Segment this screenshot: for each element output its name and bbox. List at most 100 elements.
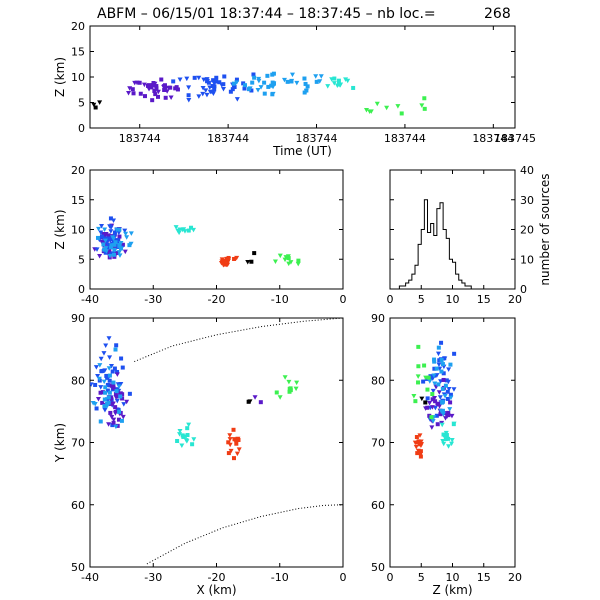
source-point	[294, 380, 300, 386]
source-point	[93, 382, 98, 387]
source-point	[183, 438, 189, 443]
source-point	[146, 87, 152, 92]
source-point	[368, 109, 374, 114]
source-point	[560, 102, 565, 107]
source-point	[451, 421, 457, 427]
source-point	[162, 83, 167, 88]
source-point	[234, 438, 239, 443]
source-point	[98, 385, 104, 390]
source-point	[416, 442, 422, 447]
source-point	[411, 393, 417, 399]
source-point	[112, 242, 117, 247]
source-point	[116, 230, 122, 236]
x-tick-label: 10	[446, 293, 460, 306]
x-tick-label: 183744	[119, 132, 161, 145]
source-point	[425, 396, 430, 401]
source-point	[110, 423, 115, 428]
source-point	[179, 443, 185, 449]
source-point	[231, 427, 236, 432]
source-point	[415, 451, 420, 456]
source-point	[93, 365, 99, 370]
x-altitude-panel: -40 -30 -20 -10 0 0 5 10 15 20 Z (km)	[53, 164, 347, 306]
source-point	[94, 406, 99, 411]
y-tick-label: 60	[371, 499, 385, 512]
source-point	[127, 391, 132, 396]
source-point	[446, 387, 452, 392]
source-point	[296, 258, 301, 263]
source-point	[154, 84, 159, 89]
source-point	[430, 388, 436, 394]
source-point	[153, 92, 158, 97]
source-point	[107, 378, 112, 383]
source-point	[100, 390, 105, 395]
source-point	[108, 225, 114, 231]
source-point	[221, 82, 226, 87]
source-point	[97, 363, 103, 368]
source-point	[116, 384, 122, 390]
source-point	[100, 400, 105, 405]
source-point	[443, 437, 448, 442]
source-point	[413, 444, 419, 450]
x-axis-label: X (km)	[196, 583, 236, 597]
source-point	[429, 425, 435, 430]
source-point	[112, 233, 118, 239]
source-point	[118, 391, 123, 396]
source-point	[413, 399, 418, 404]
source-point	[123, 231, 129, 237]
source-point	[451, 387, 457, 392]
source-point	[106, 366, 112, 371]
source-point	[119, 418, 124, 423]
source-point	[226, 451, 231, 456]
source-point	[115, 407, 120, 412]
y-tick-label: 10	[71, 224, 85, 237]
y-tick-label: 50	[71, 561, 85, 574]
source-point	[108, 401, 113, 406]
source-point	[258, 85, 264, 90]
source-point	[246, 87, 251, 92]
source-point	[107, 254, 113, 259]
y-tick-label: 0	[78, 122, 85, 135]
plot-frame	[89, 317, 344, 568]
source-point	[363, 107, 369, 113]
y-tick-label: 90	[371, 312, 385, 325]
source-point	[436, 390, 442, 395]
source-point	[422, 106, 427, 111]
y-tick-label: 5	[78, 253, 85, 266]
source-point	[98, 390, 103, 395]
source-point	[432, 357, 437, 362]
source-point	[122, 228, 128, 234]
source-point	[417, 433, 423, 438]
source-point	[446, 367, 452, 372]
source-point	[137, 80, 142, 85]
source-point	[111, 218, 117, 223]
y-tick-label: 80	[71, 374, 85, 387]
x-tick-label: 183744	[384, 132, 426, 145]
source-point	[551, 100, 555, 104]
source-point	[171, 79, 176, 84]
source-point	[421, 379, 426, 384]
source-point	[251, 72, 256, 77]
source-point	[427, 379, 433, 384]
source-point	[108, 229, 114, 234]
plot-frame	[89, 169, 344, 290]
source-point	[423, 406, 429, 411]
source-point	[430, 397, 435, 402]
x-tick-label: 15	[477, 293, 491, 306]
source-point	[101, 232, 106, 237]
source-point	[416, 364, 421, 369]
source-point	[446, 444, 452, 449]
source-point	[252, 75, 257, 80]
source-point	[303, 81, 308, 86]
source-point	[181, 227, 187, 232]
source-point	[559, 99, 564, 104]
source-point	[230, 87, 235, 92]
source-point	[105, 388, 110, 393]
source-point	[196, 75, 202, 81]
source-point	[181, 434, 186, 439]
source-point	[255, 87, 261, 93]
source-point	[121, 402, 127, 407]
source-point	[102, 238, 108, 244]
source-point	[569, 102, 574, 107]
source-point	[186, 422, 192, 428]
source-point	[155, 94, 160, 99]
